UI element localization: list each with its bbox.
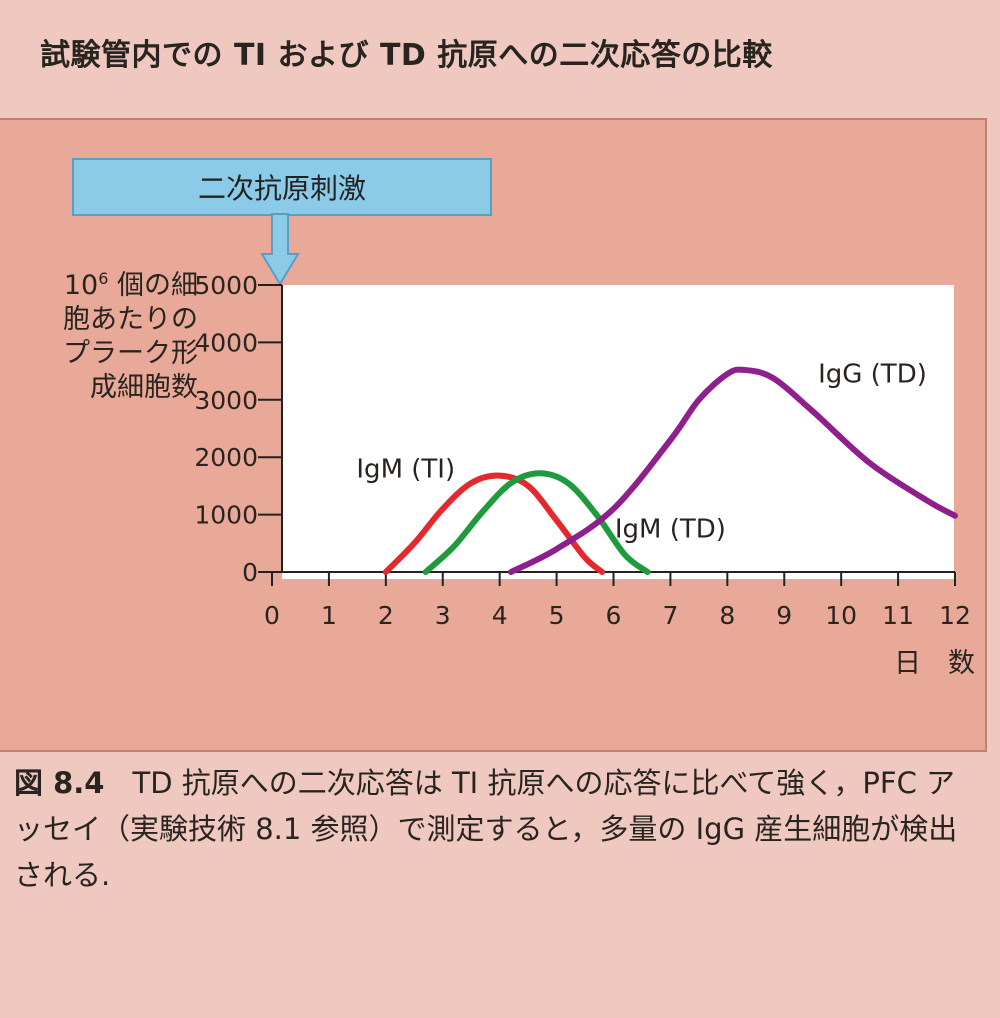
x-tick-label: 8 [719,601,735,630]
figure-caption: 図 8.4 TD 抗原への二次応答は TI 抗原への応答に比べて強く，PFC アッ… [14,760,979,898]
series-line-2 [508,366,958,575]
x-tick-label: 12 [939,601,971,630]
x-tick-label: 10 [825,601,857,630]
x-tick-label: 6 [606,601,622,630]
x-tick-label: 2 [378,601,394,630]
y-tick-label: 3000 [194,386,258,415]
y-axis-label-text: 個の細 胞あたりの プラーク形 成細胞数 [63,270,198,403]
series-line-0 [382,472,606,575]
stimulus-arrow [260,213,300,286]
series-label-2: IgG (TD) [818,360,927,390]
figure-number: 図 8.4 [14,766,105,800]
y-axis-label-exponent: 6 [98,269,109,288]
x-tick-label: 5 [549,601,565,630]
x-tick-label: 11 [882,601,914,630]
series-label-1: IgM (TD) [615,515,726,545]
y-tick-label: 5000 [194,271,258,300]
x-axis-label: 日 数 [894,648,975,679]
y-tick-label: 4000 [194,328,258,357]
x-tick-label: 4 [492,601,508,630]
series-layer: IgM (TI) IgM (TD) IgG (TD) [356,360,958,575]
series-label-0: IgM (TI) [356,454,455,484]
caption-text: TD 抗原への二次応答は TI 抗原への応答に比べて強く，PFC アッセイ（実験… [14,766,958,892]
plot-area [282,285,954,579]
y-tick-label: 1000 [194,501,258,530]
page-title: 試験管内での TI および TD 抗原への二次応答の比較 [40,38,773,73]
y-axis-label-base: 10 [63,270,99,301]
y-axis-label: 106 個の細 胞あたりの プラーク形 成細胞数 [18,262,198,405]
y-tick-label: 2000 [194,443,258,472]
x-tick-label: 3 [435,601,451,630]
series-line-1 [422,470,651,575]
y-tick-label: 0 [242,558,258,587]
x-tick-label: 0 [264,601,280,630]
x-tick-label: 7 [662,601,678,630]
x-tick-label: 1 [321,601,337,630]
x-tick-label: 9 [776,601,792,630]
